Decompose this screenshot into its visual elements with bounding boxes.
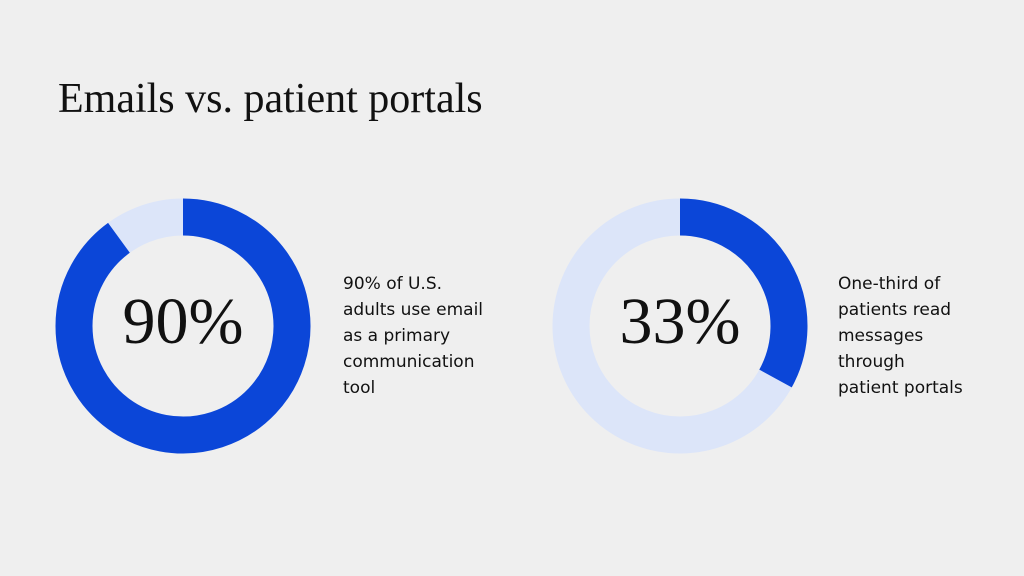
description-line: communication [343,352,474,372]
description-line: messages [838,326,923,346]
donut-center-label: 33% [620,285,741,358]
description-line: tool [343,378,375,398]
donut-arc [679,198,808,388]
description-line: 90% of U.S. [343,274,442,294]
description-line: adults use email [343,300,483,320]
description-line: patient portals [838,378,963,398]
donut-arc [55,198,311,454]
description-line: through [838,352,905,372]
description-line: patients read [838,300,951,320]
description-line: One-third of [838,274,941,294]
description-line: as a primary [343,326,450,346]
slide-title: Emails vs. patient portals [58,76,483,122]
donut-center-label: 90% [123,285,244,358]
